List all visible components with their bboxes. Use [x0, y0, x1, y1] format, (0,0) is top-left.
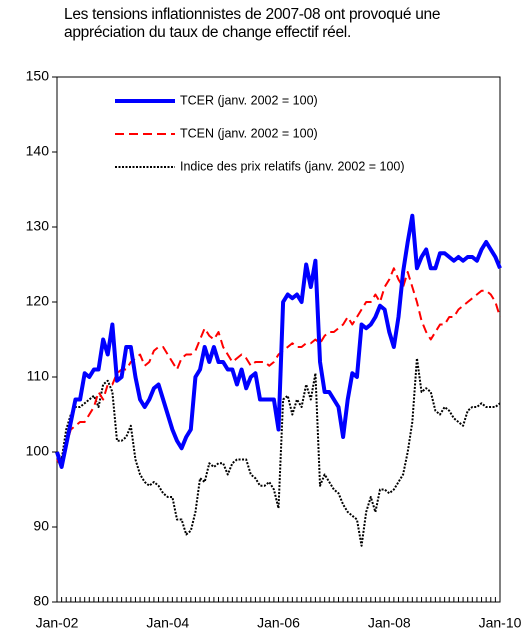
- x-tick-label: Jan-02: [36, 615, 79, 631]
- legend-label: TCER (janv. 2002 = 100): [180, 93, 318, 107]
- y-tick-label: 150: [26, 68, 50, 84]
- legend-label: TCEN (janv. 2002 = 100): [180, 126, 318, 140]
- y-tick-label: 110: [27, 368, 50, 384]
- x-tick-label: Jan-10: [479, 615, 522, 631]
- series-line: [56, 357, 501, 547]
- plot-frame: [56, 76, 501, 603]
- x-tick-label: Jan-06: [257, 615, 300, 631]
- y-tick-label: 100: [26, 443, 50, 459]
- y-tick-label: 140: [26, 143, 50, 159]
- x-tick-label: Jan-08: [368, 615, 411, 631]
- chart-title: Les tensions inflationnistes de 2007-08 …: [64, 6, 441, 41]
- series-line: [56, 267, 501, 468]
- y-tick-label: 80: [33, 593, 49, 609]
- y-tick-label: 120: [26, 293, 50, 309]
- y-tick-label: 90: [33, 518, 49, 534]
- y-tick-label: 130: [26, 218, 50, 234]
- series-line: [55, 213, 502, 469]
- x-tick-label: Jan-04: [146, 615, 189, 631]
- legend-label: Indice des prix relatifs (janv. 2002 = 1…: [180, 159, 405, 173]
